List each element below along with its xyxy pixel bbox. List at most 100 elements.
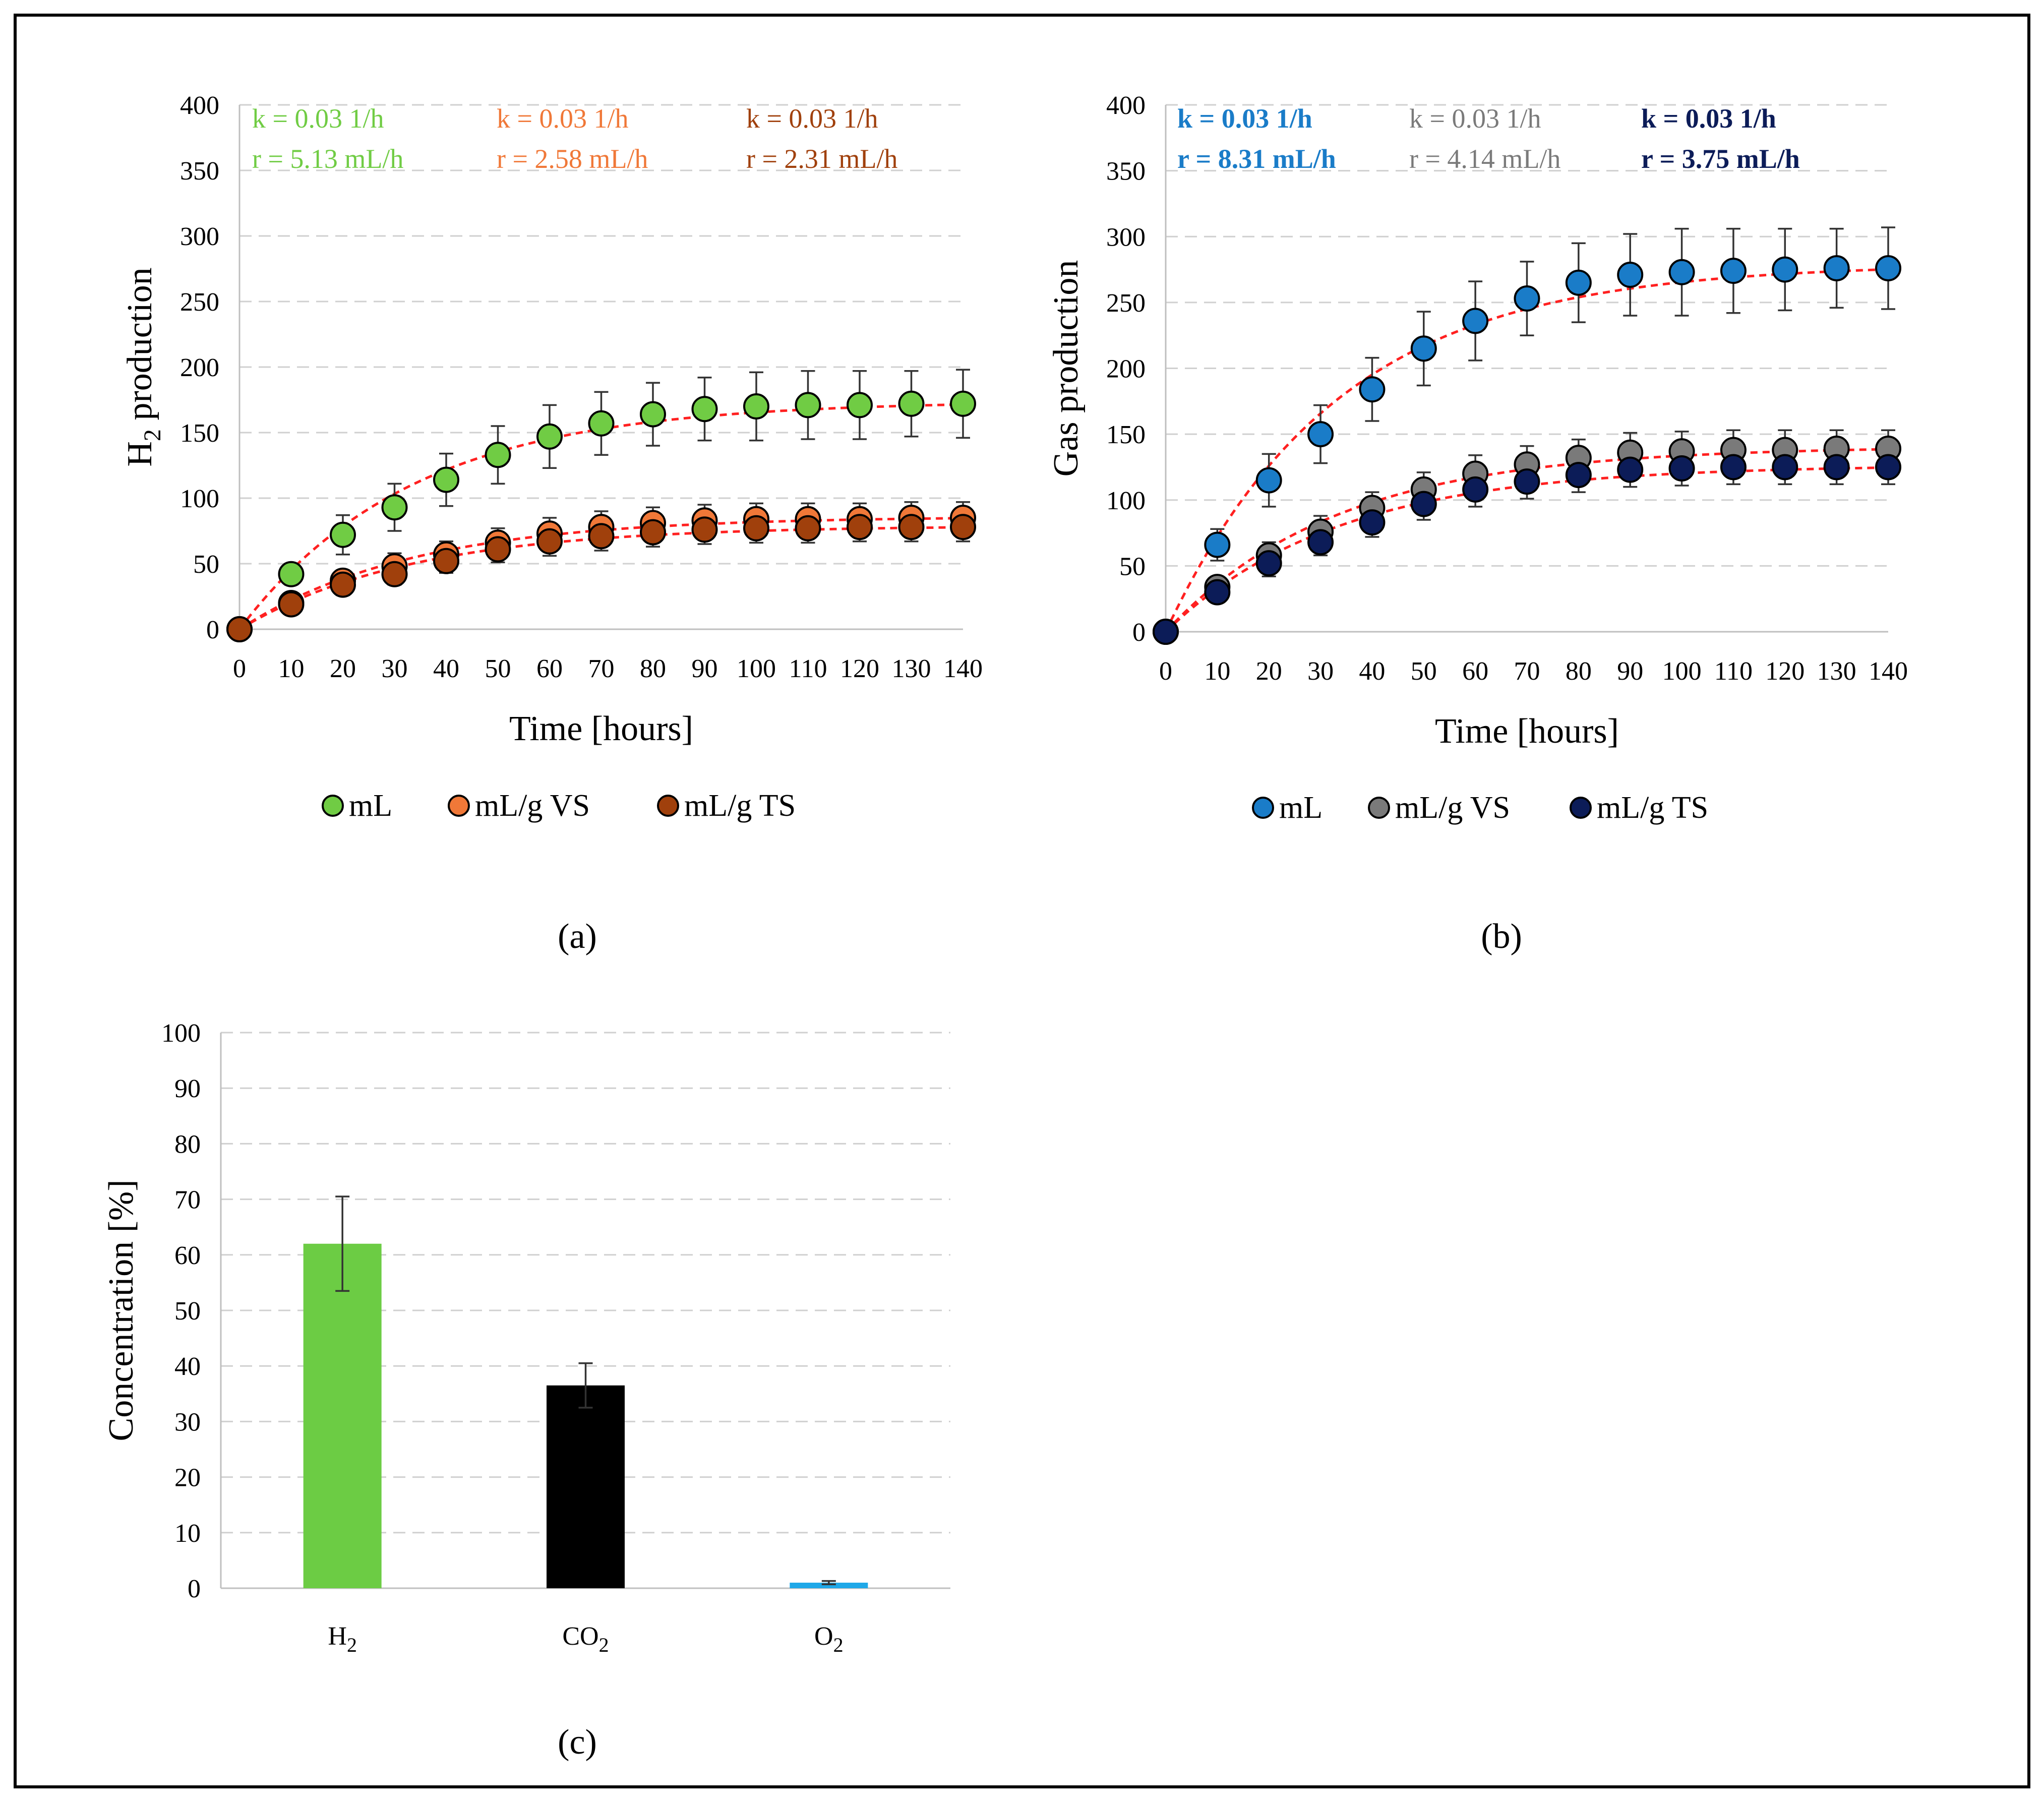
- y-tick-label: 30: [174, 1408, 201, 1436]
- data-point-ml: [330, 521, 356, 548]
- rate-constant-annotation: k = 0.03 1/h: [497, 103, 628, 134]
- y-tick-label: 100: [180, 485, 219, 513]
- data-point-ml: [640, 401, 666, 428]
- y-tick-label: 60: [174, 1241, 201, 1270]
- bar-h2: [303, 1243, 382, 1588]
- data-point-ml: [743, 393, 769, 419]
- data-point-mlgts: [226, 616, 253, 642]
- legend-marker: [1570, 797, 1592, 819]
- data-point-mlgts: [1565, 462, 1592, 489]
- y-axis-label-rest: production: [121, 267, 159, 429]
- data-point-ml: [1255, 467, 1282, 494]
- x-tick-label: 30: [1307, 657, 1334, 686]
- data-point-ml: [433, 466, 459, 493]
- x-tick-label: 70: [1514, 657, 1540, 686]
- x-tick-label: 140: [1869, 657, 1908, 686]
- data-point-mlgts: [1153, 619, 1179, 645]
- data-point-ml: [1875, 255, 1901, 281]
- data-point-mlgts: [1720, 454, 1747, 480]
- data-point-mlgts: [950, 514, 976, 540]
- legend-entry: mL: [349, 789, 392, 823]
- rate-annotation: r = 3.75 mL/h: [1641, 144, 1800, 174]
- data-point-mlgts: [381, 561, 408, 587]
- category-label-main: CO: [562, 1622, 598, 1651]
- x-tick-label: 140: [943, 654, 983, 683]
- x-axis-label: Time [hours]: [509, 709, 693, 748]
- data-point-ml: [898, 390, 925, 417]
- y-tick-label: 250: [1106, 289, 1146, 318]
- legend-marker: [1368, 797, 1390, 819]
- y-tick-label: 200: [180, 353, 219, 382]
- x-tick-label: 0: [233, 654, 246, 683]
- category-label: O2: [814, 1622, 844, 1656]
- y-tick-label: 200: [1106, 355, 1146, 384]
- x-tick-label: 80: [1566, 657, 1592, 686]
- x-tick-label: 10: [278, 654, 305, 683]
- data-point-ml: [1720, 258, 1747, 284]
- data-point-ml: [536, 423, 563, 450]
- x-tick-label: 60: [1462, 657, 1488, 686]
- data-point-mlgts: [1204, 579, 1231, 606]
- y-tick-label: 0: [188, 1575, 201, 1603]
- data-point-mlgts: [640, 519, 666, 546]
- x-tick-label: 100: [1662, 657, 1702, 686]
- y-tick-label: 150: [1106, 421, 1146, 449]
- data-point-ml: [1823, 255, 1850, 281]
- legend-marker: [448, 795, 470, 817]
- rate-annotation: r = 5.13 mL/h: [252, 144, 403, 174]
- data-point-mlgts: [536, 528, 563, 555]
- y-tick-label: 20: [174, 1464, 201, 1492]
- data-point-mlgts: [1875, 454, 1901, 480]
- rate-constant-annotation: k = 0.03 1/h: [1641, 103, 1776, 134]
- data-point-ml: [1359, 376, 1386, 403]
- data-point-mlgts: [1307, 529, 1334, 556]
- y-tick-label: 40: [174, 1352, 201, 1381]
- bar-o2: [790, 1582, 868, 1588]
- x-tick-label: 110: [789, 654, 827, 683]
- y-tick-label: 300: [1106, 223, 1146, 252]
- x-tick-label: 80: [640, 654, 666, 683]
- data-point-mlgts: [1410, 491, 1437, 517]
- category-label-sub: 2: [599, 1634, 609, 1656]
- legend-marker: [322, 795, 344, 817]
- data-point-ml: [1565, 269, 1592, 296]
- data-point-mlgts: [1359, 509, 1386, 536]
- x-axis-label: Time [hours]: [1435, 712, 1619, 751]
- y-tick-label: 90: [174, 1074, 201, 1103]
- y-tick-label: 70: [174, 1186, 201, 1215]
- data-point-mlgts: [691, 516, 718, 543]
- y-tick-label: 100: [161, 1019, 201, 1048]
- rate-annotation: r = 4.14 mL/h: [1409, 144, 1560, 174]
- y-tick-label: 300: [180, 222, 219, 251]
- rate-constant-annotation: k = 0.03 1/h: [252, 103, 384, 134]
- data-point-mlgts: [1255, 550, 1282, 577]
- y-tick-label: 350: [180, 157, 219, 186]
- x-tick-label: 130: [892, 654, 931, 683]
- panel-label: (b): [1481, 917, 1522, 956]
- y-axis-label: Gas production: [1047, 260, 1086, 477]
- data-point-ml: [1204, 531, 1231, 558]
- y-tick-label: 350: [1106, 157, 1146, 186]
- x-tick-label: 40: [433, 654, 459, 683]
- category-label: H2: [328, 1622, 357, 1656]
- data-point-mlgts: [433, 548, 459, 574]
- x-tick-label: 30: [382, 654, 408, 683]
- x-tick-label: 110: [1714, 657, 1753, 686]
- data-point-mlgts: [588, 523, 615, 550]
- data-point-mlgts: [1823, 454, 1850, 480]
- y-tick-label: 100: [1106, 487, 1146, 515]
- category-label-sub: 2: [347, 1634, 357, 1656]
- y-tick-label: 0: [206, 616, 219, 644]
- data-point-mlgts: [1668, 455, 1695, 482]
- x-tick-label: 50: [1411, 657, 1437, 686]
- data-point-mlgts: [1617, 456, 1644, 483]
- panel-label: (a): [558, 917, 597, 956]
- x-tick-label: 90: [1617, 657, 1643, 686]
- x-tick-label: 120: [1765, 657, 1805, 686]
- panel-label: (c): [558, 1723, 597, 1762]
- legend-entry: mL/g TS: [684, 789, 796, 823]
- data-point-ml: [485, 442, 511, 468]
- x-tick-label: 60: [536, 654, 563, 683]
- x-tick-label: 10: [1204, 657, 1230, 686]
- data-point-mlgts: [278, 591, 305, 618]
